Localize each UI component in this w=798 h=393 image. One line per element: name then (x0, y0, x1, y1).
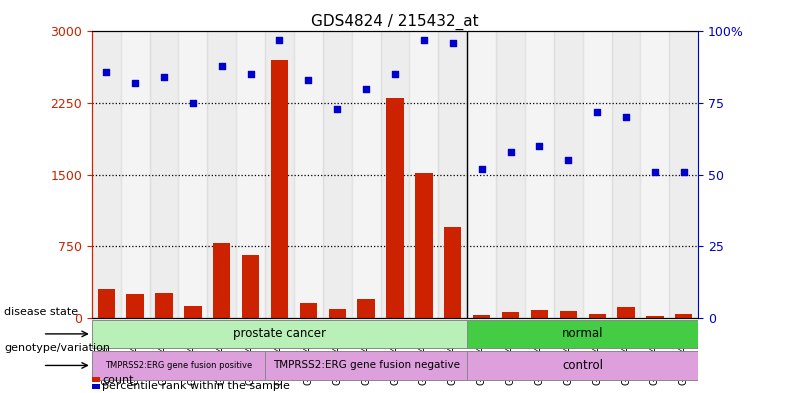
Bar (554, 31, 583, 318)
Text: genotype/variation: genotype/variation (4, 343, 110, 353)
Bar (525, 31, 554, 318)
Text: control: control (563, 359, 603, 372)
Bar (271, 60, 288, 318)
Point (360, 86, 373, 92)
Text: prostate cancer: prostate cancer (233, 327, 326, 340)
Bar (467, 320, 698, 348)
Bar (409, 31, 438, 318)
Bar (646, 316, 664, 318)
Bar (126, 294, 144, 318)
Point (417, 37, 430, 43)
Bar (149, 31, 179, 318)
Bar (531, 310, 548, 318)
Point (215, 63, 228, 69)
Bar (184, 306, 202, 318)
Bar (179, 31, 207, 318)
Point (100, 68, 113, 75)
Bar (236, 31, 265, 318)
Point (128, 80, 141, 86)
Point (244, 71, 257, 77)
Bar (473, 315, 490, 318)
Bar (294, 31, 323, 318)
Bar (467, 351, 698, 380)
Bar (242, 255, 259, 318)
Point (389, 71, 401, 77)
Bar (618, 307, 634, 318)
Point (533, 143, 546, 149)
Bar (611, 31, 641, 318)
Text: disease state: disease state (4, 307, 78, 318)
Bar (559, 311, 577, 318)
Bar (502, 312, 519, 318)
Bar (323, 31, 352, 318)
Bar (329, 309, 346, 318)
Text: percentile rank within the sample: percentile rank within the sample (102, 381, 290, 391)
Bar (496, 31, 525, 318)
Bar (381, 31, 409, 318)
Bar (358, 299, 375, 318)
Bar (92, 31, 120, 318)
Point (187, 100, 200, 106)
Bar (588, 314, 606, 318)
Text: TMPRSS2:ERG gene fusion positive: TMPRSS2:ERG gene fusion positive (105, 361, 252, 370)
Bar (97, 288, 115, 318)
Point (504, 149, 517, 155)
Point (620, 114, 633, 121)
Bar (675, 314, 693, 318)
Title: GDS4824 / 215432_at: GDS4824 / 215432_at (311, 14, 479, 30)
Text: normal: normal (562, 327, 603, 340)
Bar (207, 31, 236, 318)
Point (302, 77, 314, 83)
Text: count: count (102, 375, 133, 385)
Bar (92, 320, 467, 348)
Bar (415, 173, 433, 318)
Point (476, 166, 488, 172)
Text: TMPRSS2:ERG gene fusion negative: TMPRSS2:ERG gene fusion negative (273, 360, 460, 371)
Point (157, 74, 170, 81)
Bar (352, 31, 381, 318)
Bar (265, 351, 467, 380)
Point (591, 108, 603, 115)
Bar (467, 31, 496, 318)
Bar (120, 31, 149, 318)
Point (678, 169, 690, 175)
Bar (156, 293, 172, 318)
Bar (641, 31, 670, 318)
Bar (300, 303, 317, 318)
Bar (583, 31, 611, 318)
Bar (92, 351, 265, 380)
Bar (670, 31, 698, 318)
Point (273, 37, 286, 43)
Bar (213, 242, 231, 318)
Point (446, 40, 459, 46)
Bar (265, 31, 294, 318)
Point (649, 169, 662, 175)
Bar (438, 31, 467, 318)
Bar (386, 98, 404, 318)
Point (331, 106, 344, 112)
Bar (444, 227, 461, 318)
Point (562, 157, 575, 163)
